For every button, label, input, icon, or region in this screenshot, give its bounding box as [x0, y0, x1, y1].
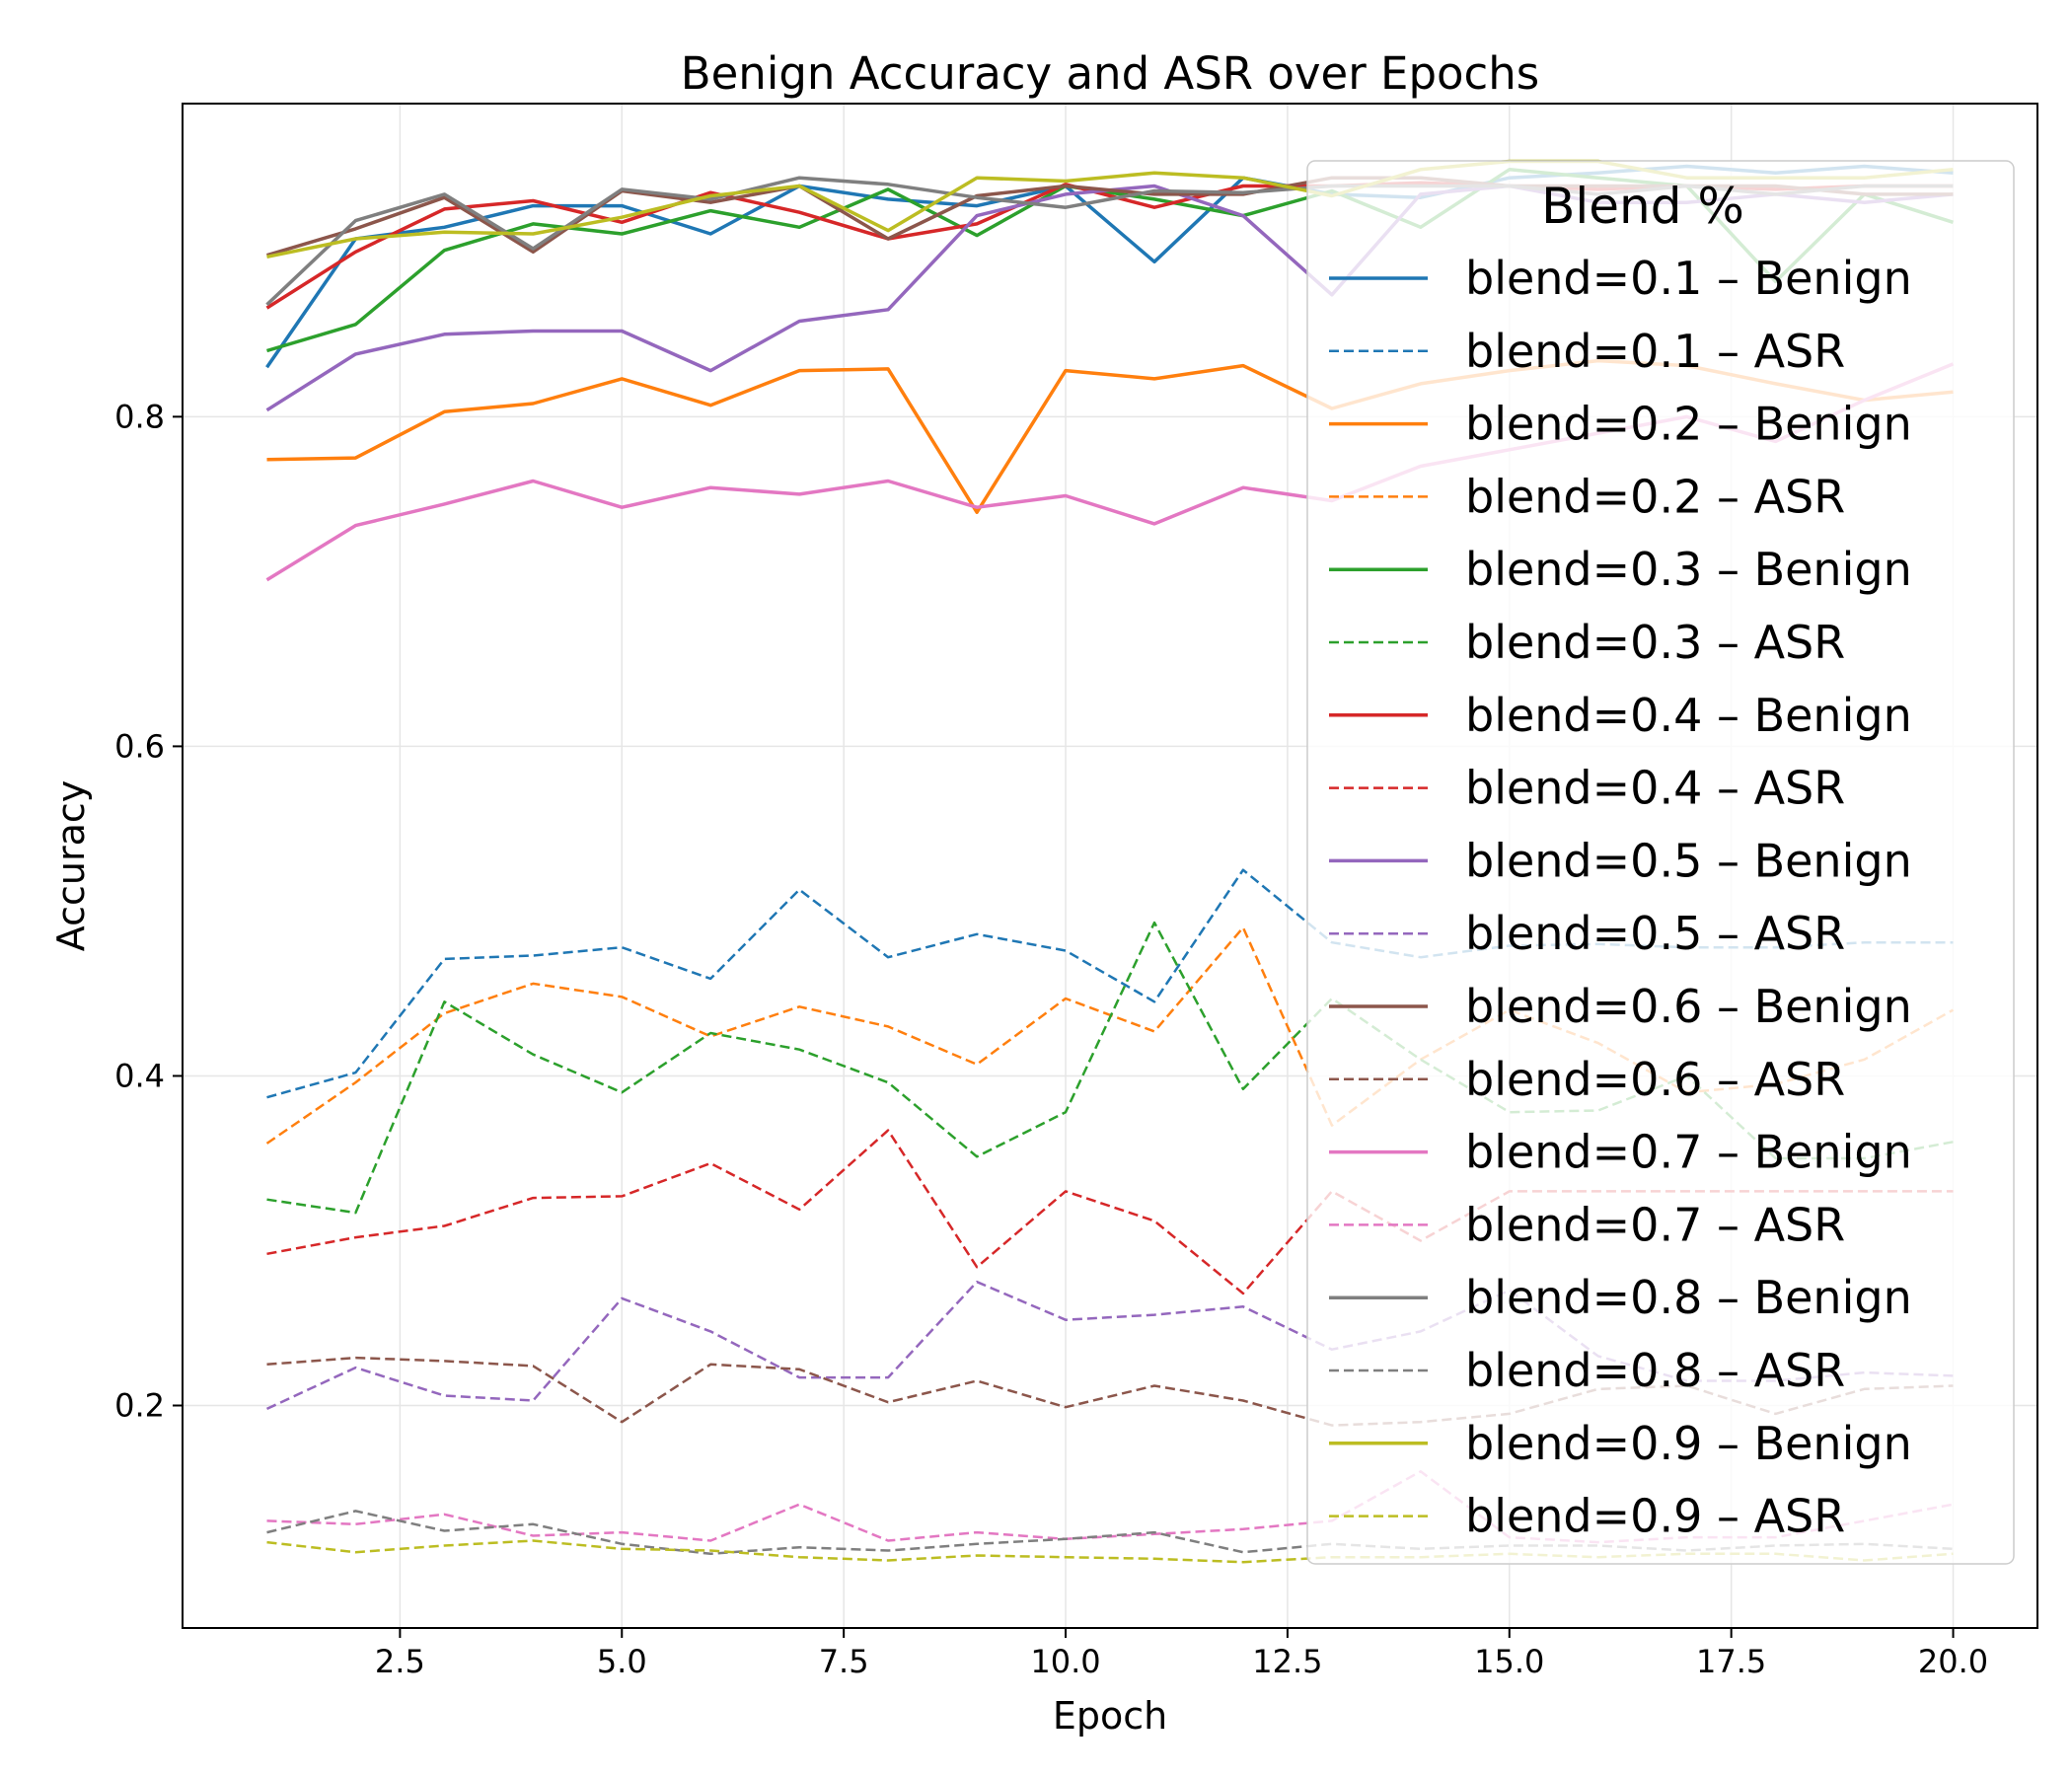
legend-label-10: blend=0.6 – Benign	[1465, 980, 1912, 1033]
legend-label-1: blend=0.1 – ASR	[1465, 325, 1845, 378]
legend-label-7: blend=0.4 – ASR	[1465, 762, 1845, 815]
legend-label-0: blend=0.1 – Benign	[1465, 252, 1912, 305]
legend-label-16: blend=0.9 – Benign	[1465, 1417, 1912, 1470]
y-axis-label: Accuracy	[49, 780, 93, 952]
legend-label-5: blend=0.3 – ASR	[1465, 616, 1845, 669]
legend-title: Blend %	[1541, 178, 1744, 235]
legend-label-4: blend=0.3 – Benign	[1465, 543, 1912, 596]
legend-label-13: blend=0.7 – ASR	[1465, 1198, 1845, 1251]
chart-title: Benign Accuracy and ASR over Epochs	[681, 47, 1540, 100]
y-axis-ticks: 0.2 0.4 0.6 0.8	[114, 398, 183, 1425]
y-tick-label: 0.8	[114, 398, 165, 435]
x-axis-ticks: 2.5 5.0 7.5 10.0 12.5 15.0 17.5 20.0	[375, 1628, 1988, 1680]
x-tick-label: 5.0	[597, 1643, 647, 1680]
legend-label-12: blend=0.7 – Benign	[1465, 1126, 1912, 1179]
plot-frame	[182, 103, 2038, 1629]
y-tick-label: 0.6	[114, 727, 165, 765]
y-tick-label: 0.2	[114, 1387, 165, 1425]
legend-box	[1306, 160, 2015, 1565]
legend-label-11: blend=0.6 – ASR	[1465, 1053, 1845, 1106]
x-tick-label: 7.5	[819, 1643, 869, 1680]
legend-label-3: blend=0.2 – ASR	[1465, 470, 1845, 523]
legend-label-6: blend=0.4 – Benign	[1465, 689, 1912, 742]
legend-label-8: blend=0.5 – Benign	[1465, 834, 1912, 887]
legend-label-17: blend=0.9 – ASR	[1465, 1490, 1845, 1543]
x-tick-label: 20.0	[1918, 1643, 1988, 1680]
legend-label-15: blend=0.8 – ASR	[1465, 1344, 1845, 1397]
legend-label-2: blend=0.2 – Benign	[1465, 398, 1912, 451]
legend-items: blend=0.1 – Benign blend=0.1 – ASR blend=0…	[1329, 252, 1912, 1543]
series-line-15	[266, 1510, 1954, 1556]
x-tick-label: 17.5	[1696, 1643, 1766, 1680]
legend-label-9: blend=0.5 – ASR	[1465, 907, 1845, 960]
x-tick-label: 12.5	[1252, 1643, 1322, 1680]
x-tick-label: 15.0	[1474, 1643, 1544, 1680]
y-tick-label: 0.4	[114, 1057, 165, 1094]
series-line-11	[266, 1356, 1954, 1427]
x-tick-label: 10.0	[1030, 1643, 1100, 1680]
legend-label-14: blend=0.8 – Benign	[1465, 1271, 1912, 1324]
x-tick-label: 2.5	[375, 1643, 425, 1680]
legend: Blend % blend=0.1 – Benign blend=0.1 – AS…	[1306, 160, 2015, 1565]
x-axis-label: Epoch	[1053, 1694, 1167, 1738]
